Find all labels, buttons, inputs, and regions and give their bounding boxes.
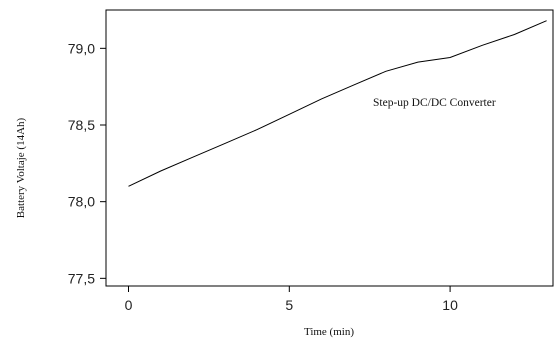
x-axis: 0 5 10	[125, 286, 458, 313]
plot-frame	[105, 9, 554, 287]
annotation-label: Step-up DC/DC Converter	[373, 97, 496, 109]
voltage-series-line	[128, 20, 547, 187]
x-tick-label: 10	[442, 297, 458, 313]
y-tick-label: 77,5	[68, 270, 95, 286]
y-tick-label: 78,5	[68, 117, 95, 133]
y-tick-label: 78,0	[68, 194, 95, 210]
y-axis: 77,5 78,0 78,5 79,0	[68, 40, 106, 286]
y-tick-label: 79,0	[68, 40, 95, 56]
x-axis-title: Time (min)	[304, 326, 354, 338]
y-axis-title: Battery Voltaje (14Ah)	[15, 117, 27, 218]
x-tick-label: 5	[285, 297, 293, 313]
x-tick-label: 0	[125, 297, 133, 313]
